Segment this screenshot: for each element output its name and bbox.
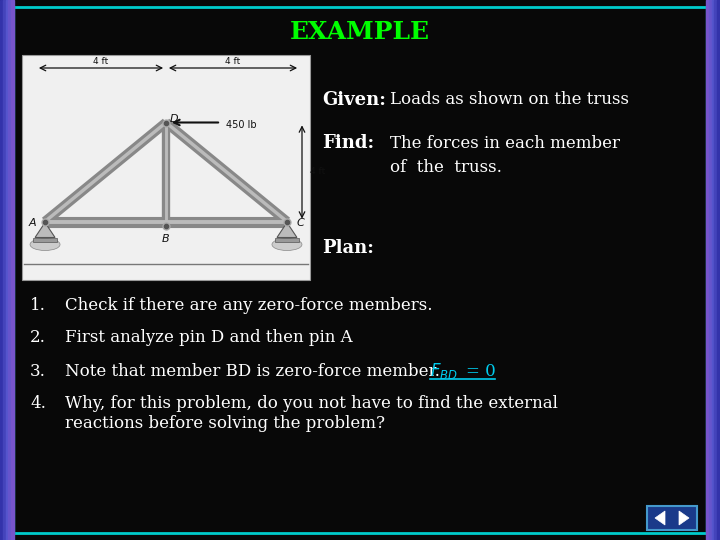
Text: 4 ft: 4 ft xyxy=(310,167,325,177)
Text: The forces in each member: The forces in each member xyxy=(390,134,620,152)
Text: A: A xyxy=(28,219,36,228)
Text: = 0: = 0 xyxy=(466,362,496,380)
Text: Given:: Given: xyxy=(322,91,386,109)
Text: Note that member BD is zero-force member.: Note that member BD is zero-force member… xyxy=(65,362,440,380)
Ellipse shape xyxy=(272,239,302,251)
Text: 4.: 4. xyxy=(30,395,46,413)
Bar xyxy=(275,238,299,241)
Text: $F_{BD}$: $F_{BD}$ xyxy=(430,361,458,381)
Text: 450 lb: 450 lb xyxy=(226,120,256,131)
Bar xyxy=(9,0,12,540)
Text: 2.: 2. xyxy=(30,329,46,347)
Text: Plan:: Plan: xyxy=(322,239,374,257)
Bar xyxy=(22,55,310,280)
Text: Check if there are any zero-force members.: Check if there are any zero-force member… xyxy=(65,296,433,314)
Text: D: D xyxy=(170,114,179,125)
Text: Find:: Find: xyxy=(322,134,374,152)
Bar xyxy=(717,0,720,540)
Bar xyxy=(706,0,708,540)
Text: EXAMPLE: EXAMPLE xyxy=(290,20,430,44)
Text: 4 ft: 4 ft xyxy=(94,57,109,66)
Bar xyxy=(12,0,14,540)
Bar xyxy=(33,238,57,241)
Bar xyxy=(708,0,711,540)
Text: Why, for this problem, do you not have to find the external: Why, for this problem, do you not have t… xyxy=(65,395,558,413)
Text: C: C xyxy=(296,219,304,228)
Bar xyxy=(6,0,9,540)
Text: Loads as shown on the truss: Loads as shown on the truss xyxy=(390,91,629,109)
Polygon shape xyxy=(655,511,665,525)
Text: 4 ft: 4 ft xyxy=(225,57,240,66)
Polygon shape xyxy=(679,511,689,525)
Bar xyxy=(0,0,3,540)
Text: First analyze pin D and then pin A: First analyze pin D and then pin A xyxy=(65,329,353,347)
Bar xyxy=(3,0,6,540)
Text: 1.: 1. xyxy=(30,296,46,314)
Text: of  the  truss.: of the truss. xyxy=(390,159,502,176)
Bar xyxy=(647,506,697,530)
Bar xyxy=(714,0,717,540)
Text: 3.: 3. xyxy=(30,362,46,380)
Text: B: B xyxy=(162,234,170,244)
Polygon shape xyxy=(277,222,297,238)
Polygon shape xyxy=(35,222,55,238)
Ellipse shape xyxy=(30,239,60,251)
Text: reactions before solving the problem?: reactions before solving the problem? xyxy=(65,415,385,433)
Bar xyxy=(711,0,714,540)
